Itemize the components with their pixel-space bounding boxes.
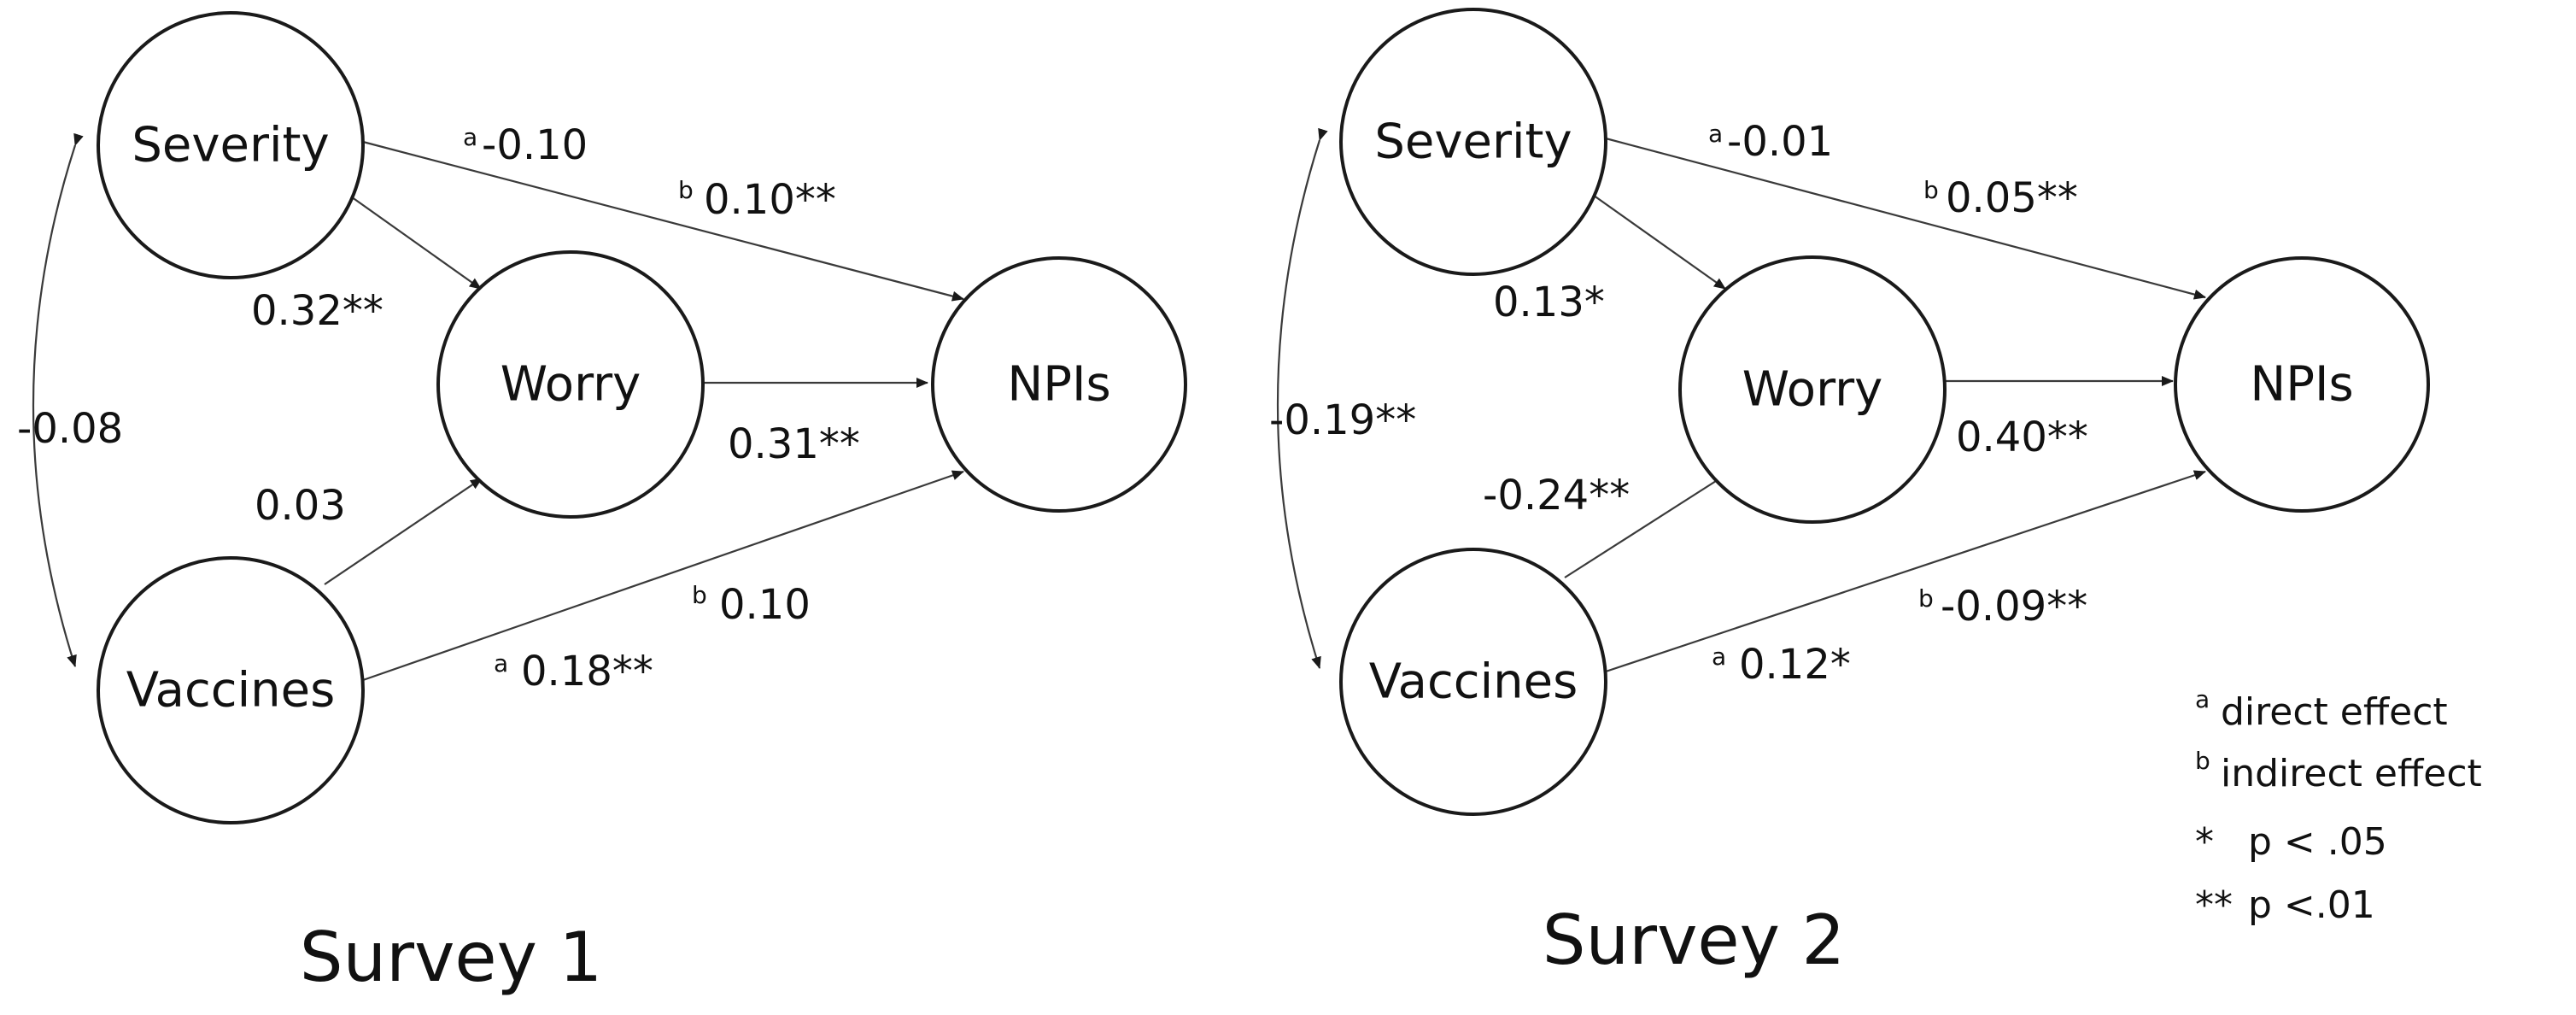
vaccines-node: Vaccines bbox=[97, 556, 365, 824]
severity-worry-coef: 0.13* bbox=[1493, 279, 1605, 326]
legend: a direct effect b indirect effect * p < … bbox=[2195, 685, 2482, 927]
vaccines-worry-coef: 0.03 bbox=[255, 482, 346, 530]
direct-marker: a bbox=[463, 123, 477, 151]
indirect-marker: b bbox=[678, 176, 694, 204]
survey-2-title: Survey 2 bbox=[1543, 901, 1846, 980]
legend-item: * p < .05 bbox=[2195, 820, 2387, 864]
vaccines-label: Vaccines bbox=[126, 663, 336, 719]
direct-marker: a bbox=[1708, 120, 1723, 148]
severity-npis-indirect-coef: 0.05** bbox=[1946, 174, 2078, 222]
legend-symbol: a bbox=[2195, 685, 2210, 713]
legend-text: p <.01 bbox=[2248, 883, 2375, 927]
npis-label: NPIs bbox=[2250, 357, 2353, 413]
survey-2-panel: Severity Worry NPIs Vaccines -0.19** 0.1… bbox=[1269, 8, 2430, 980]
legend-text: p < .05 bbox=[2248, 820, 2387, 864]
worry-label: Worry bbox=[1742, 362, 1883, 418]
survey-1-title: Survey 1 bbox=[300, 918, 603, 997]
npis-node: NPIs bbox=[931, 256, 1187, 513]
legend-symbol: ** bbox=[2195, 883, 2233, 927]
vaccines-label: Vaccines bbox=[1369, 654, 1578, 710]
vaccines-npis-indirect-coef: -0.09** bbox=[1941, 583, 2087, 631]
worry-node: Worry bbox=[1678, 255, 1947, 524]
vaccines-npis-arrow bbox=[1605, 470, 2206, 673]
npis-node: NPIs bbox=[2174, 256, 2430, 513]
severity-worry-coef: 0.32** bbox=[251, 287, 383, 335]
survey-1-panel: Severity Worry NPIs Vaccines -0.08 0.32*… bbox=[17, 11, 1187, 997]
legend-symbol: * bbox=[2195, 820, 2214, 864]
vaccines-worry-arrow bbox=[1564, 474, 1726, 578]
severity-worry-arrow bbox=[348, 194, 482, 290]
vaccines-worry-arrow bbox=[324, 478, 483, 585]
severity-label: Severity bbox=[1374, 114, 1572, 170]
vaccines-npis-arrow bbox=[362, 470, 964, 682]
vaccines-node: Vaccines bbox=[1339, 548, 1607, 816]
severity-node: Severity bbox=[97, 11, 365, 279]
worry-npis-coef: 0.40** bbox=[1956, 414, 2088, 461]
indirect-marker: b bbox=[1923, 176, 1939, 204]
worry-node: Worry bbox=[436, 250, 705, 519]
indirect-marker: b bbox=[1918, 584, 1934, 613]
severity-npis-indirect-coef: 0.10** bbox=[704, 176, 836, 224]
severity-npis-direct-coef: -0.10 bbox=[482, 121, 588, 169]
legend-text: indirect effect bbox=[2221, 752, 2482, 795]
severity-node: Severity bbox=[1339, 8, 1607, 276]
direct-marker: a bbox=[1712, 642, 1726, 671]
legend-symbol: b bbox=[2195, 747, 2210, 775]
indirect-marker: b bbox=[692, 581, 707, 609]
worry-npis-coef: 0.31** bbox=[728, 420, 860, 468]
worry-label: Worry bbox=[501, 357, 641, 413]
covariance-arrow bbox=[32, 132, 84, 667]
legend-item: b indirect effect bbox=[2195, 747, 2482, 795]
covariance-arrow bbox=[1276, 127, 1328, 669]
npis-label: NPIs bbox=[1007, 357, 1110, 413]
vaccines-npis-direct-coef: 0.12* bbox=[1739, 641, 1851, 689]
legend-item: a direct effect bbox=[2195, 685, 2448, 734]
severity-label: Severity bbox=[132, 118, 329, 173]
severity-npis-arrow bbox=[1605, 137, 2206, 300]
legend-item: ** p <.01 bbox=[2195, 883, 2375, 927]
severity-npis-arrow bbox=[362, 140, 964, 302]
severity-npis-direct-coef: -0.01 bbox=[1727, 118, 1833, 166]
direct-marker: a bbox=[494, 649, 508, 678]
legend-text: direct effect bbox=[2221, 690, 2448, 734]
vaccines-npis-direct-coef: 0.18** bbox=[521, 648, 653, 695]
vaccines-npis-indirect-coef: 0.10 bbox=[719, 581, 811, 629]
severity-worry-arrow bbox=[1590, 192, 1726, 290]
covariance-coef: -0.08 bbox=[17, 405, 123, 453]
vaccines-worry-coef: -0.24** bbox=[1483, 472, 1630, 519]
covariance-coef: -0.19** bbox=[1269, 396, 1416, 444]
